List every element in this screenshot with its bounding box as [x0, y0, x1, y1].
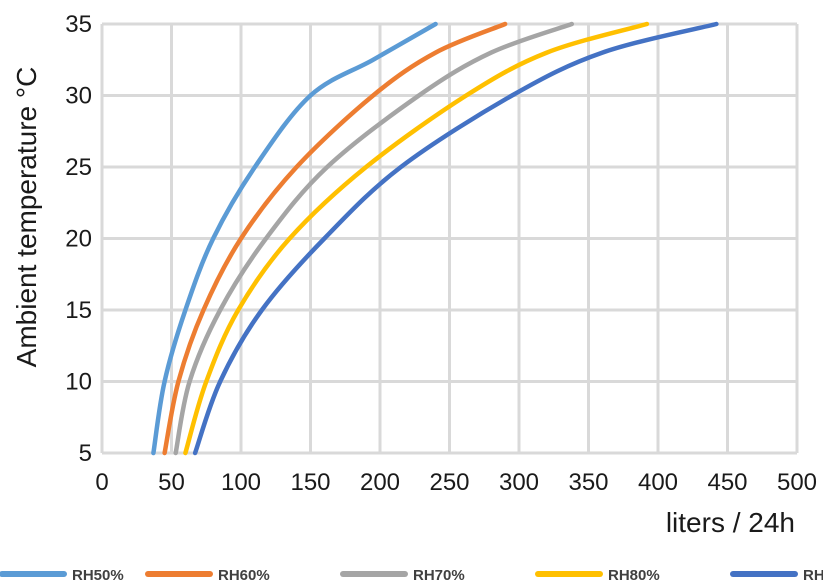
y-tick-label: 20: [65, 226, 92, 253]
x-tick-label: 400: [638, 469, 678, 496]
grid: [100, 22, 799, 455]
series-line-rh90: [192, 21, 719, 456]
y-tick-label: 15: [65, 297, 92, 324]
x-tick-label: 100: [221, 469, 261, 496]
x-axis-title: liters / 24h: [666, 507, 795, 538]
x-tick-labels: 0 50 100 150 200 250 300 350 400 450 500: [95, 469, 817, 496]
legend-label: RH90%: [803, 567, 823, 584]
x-tick-label: 0: [95, 469, 108, 496]
series-line-rh50: [151, 21, 438, 456]
x-tick-label: 350: [568, 469, 608, 496]
series-line-rh80: [183, 21, 650, 456]
y-tick-label: 30: [65, 83, 92, 110]
x-tick-label: 50: [158, 469, 185, 496]
legend-label: RH50%: [72, 567, 124, 584]
y-tick-label: 10: [65, 369, 92, 396]
y-tick-label: 35: [65, 11, 92, 38]
series-line-rh60: [162, 21, 508, 456]
x-tick-label: 450: [707, 469, 747, 496]
y-tick-label: 5: [79, 440, 92, 467]
y-tick-labels: 5 10 15 20 25 30 35: [65, 11, 92, 467]
series-line-rh70: [173, 21, 575, 456]
x-tick-label: 150: [290, 469, 330, 496]
legend-label: RH80%: [608, 567, 660, 584]
series-group: [151, 21, 719, 456]
x-tick-label: 300: [499, 469, 539, 496]
x-tick-label: 250: [429, 469, 469, 496]
y-tick-label: 25: [65, 154, 92, 181]
x-tick-label: 200: [360, 469, 400, 496]
x-tick-label: 500: [777, 469, 817, 496]
legend-label: RH70%: [413, 567, 465, 584]
legend: RH50% RH60% RH70% RH80% RH90%: [0, 567, 823, 584]
y-axis-title: Ambient temperature °C: [11, 67, 42, 368]
legend-label: RH60%: [218, 567, 270, 584]
